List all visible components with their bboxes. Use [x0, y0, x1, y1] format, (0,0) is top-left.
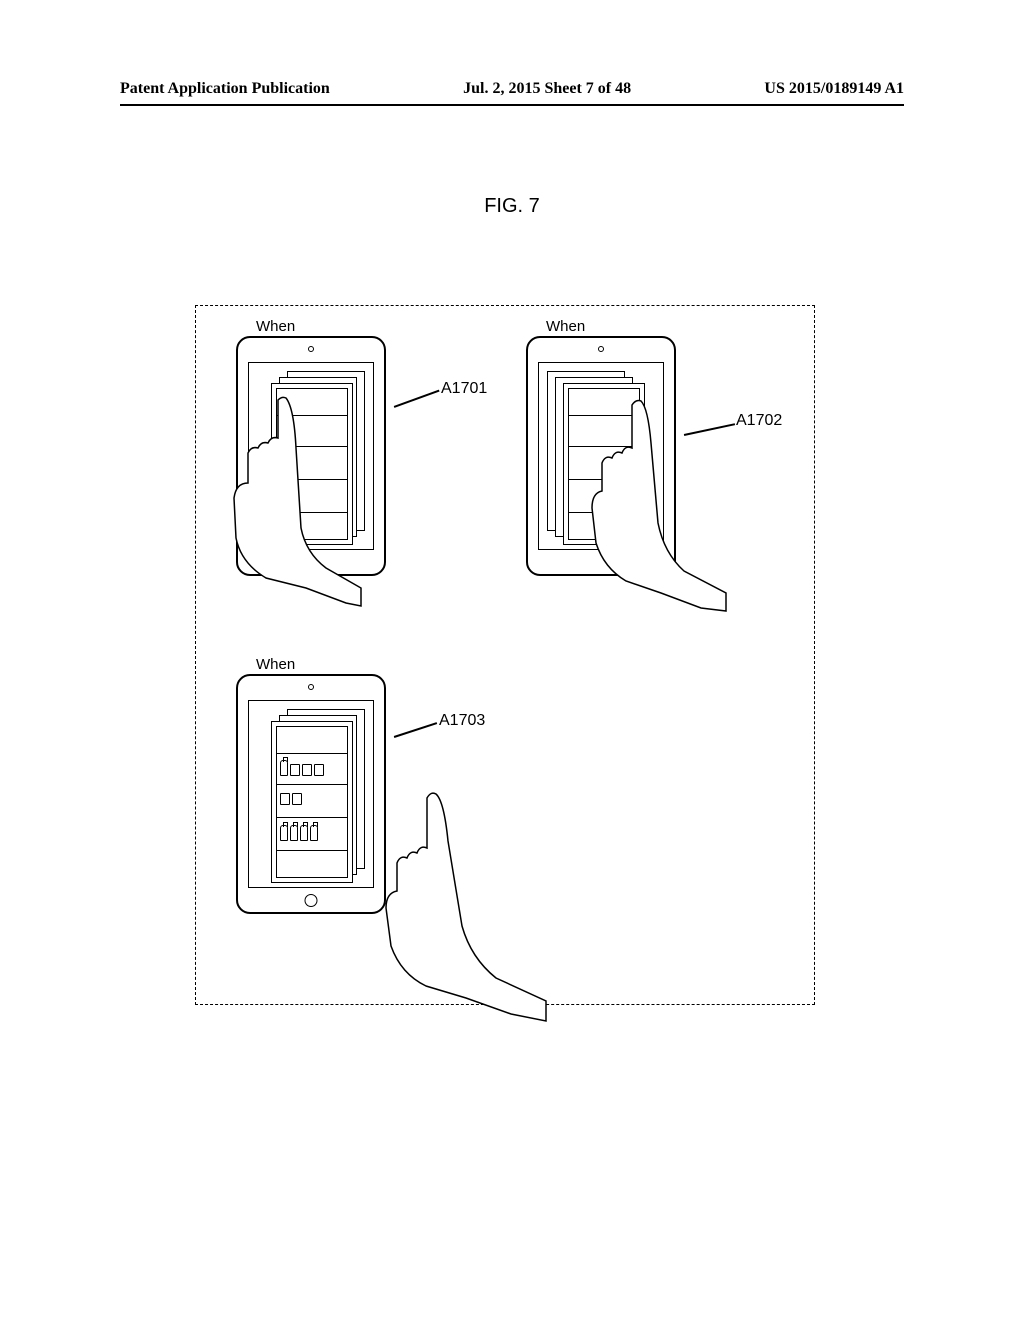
page-header: Patent Application Publication Jul. 2, 2… — [0, 80, 1024, 98]
header-rule — [120, 104, 904, 106]
header-center: Jul. 2, 2015 Sheet 7 of 48 — [463, 80, 631, 98]
bottle-icon — [290, 825, 298, 841]
jar-icon — [314, 764, 324, 776]
callout-label-1: A1701 — [441, 380, 487, 398]
camera-icon — [308, 346, 314, 352]
camera-icon — [598, 346, 604, 352]
camera-icon — [308, 684, 314, 690]
header-left: Patent Application Publication — [120, 80, 330, 98]
jar-icon — [302, 764, 312, 776]
jar-icon — [292, 793, 302, 805]
bottle-icon — [280, 825, 288, 841]
phone-3 — [236, 674, 386, 914]
card-stack-3 — [249, 701, 373, 887]
bottle-icon — [280, 760, 288, 776]
callout-label-2: A1702 — [736, 412, 782, 430]
home-button-icon — [305, 894, 318, 907]
phone-screen-3 — [248, 700, 374, 888]
pointing-hand-3 — [366, 786, 566, 1026]
callout-line-3 — [394, 722, 437, 737]
card-front — [271, 721, 353, 883]
figure-title: FIG. 7 — [0, 195, 1024, 218]
figure-container: When vertical — [195, 305, 815, 1005]
pointing-hand-1 — [196, 388, 366, 608]
bottle-icon — [310, 825, 318, 841]
header-right: US 2015/0189149 A1 — [764, 80, 904, 98]
fridge-interior — [276, 726, 348, 878]
jar-icon — [280, 793, 290, 805]
pointing-hand-2 — [566, 393, 736, 613]
callout-label-3: A1703 — [439, 712, 485, 730]
bottle-icon — [300, 825, 308, 841]
jar-icon — [290, 764, 300, 776]
callout-line-1 — [394, 390, 440, 408]
